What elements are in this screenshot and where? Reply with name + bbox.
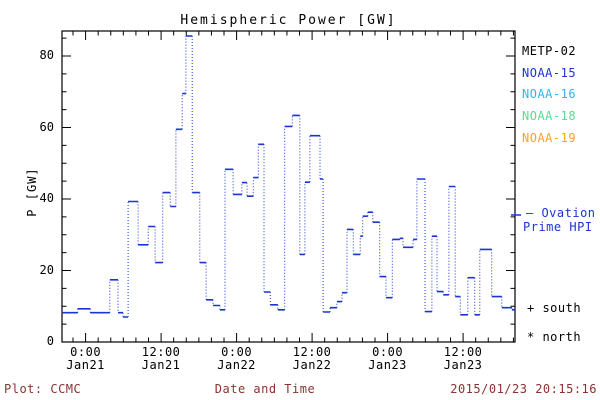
plot-border [61, 30, 516, 343]
legend-item-noaa-15: NOAA-15 [522, 65, 577, 80]
south-marker-legend: + south [527, 301, 582, 315]
legend-item-noaa-18: NOAA-18 [522, 109, 577, 124]
x-tick-label: 12:00 Jan21 [141, 345, 181, 372]
y-tick-label: 40 [39, 191, 54, 205]
plot-timestamp: 2015/01/23 20:15:16 [450, 382, 597, 396]
x-axis-title: Date and Time [214, 382, 316, 396]
legend-item-metp-02: METP-02 [522, 44, 577, 58]
north-marker-legend: * north [527, 330, 582, 344]
x-tick-label: 12:00 Jan22 [292, 345, 332, 372]
y-tick-label: 0 [46, 334, 54, 348]
hpi-step-connectors [77, 36, 513, 317]
y-tick-label: 60 [39, 119, 54, 134]
hpi-step-segments [62, 35, 515, 318]
y-tick-label: 80 [39, 48, 54, 63]
axis-ticks [62, 31, 515, 342]
plot-credit: Plot: CCMC [4, 382, 82, 396]
x-tick-label: 0:00 Jan22 [217, 345, 256, 372]
x-tick-label: 0:00 Jan23 [368, 345, 407, 372]
legend-item-noaa-19: NOAA-19 [522, 130, 577, 145]
y-tick-label: 20 [39, 262, 54, 277]
x-tick-label: 0:00 Jan21 [66, 345, 105, 372]
x-tick-label: 12:00 Jan23 [443, 345, 483, 372]
ovation-legend-line2: Prime HPI [523, 220, 593, 234]
ovation-legend-line1: — Ovation [526, 206, 596, 220]
legend-item-noaa-16: NOAA-16 [522, 87, 577, 102]
chart-title: Hemispheric Power [GW] [180, 13, 397, 28]
